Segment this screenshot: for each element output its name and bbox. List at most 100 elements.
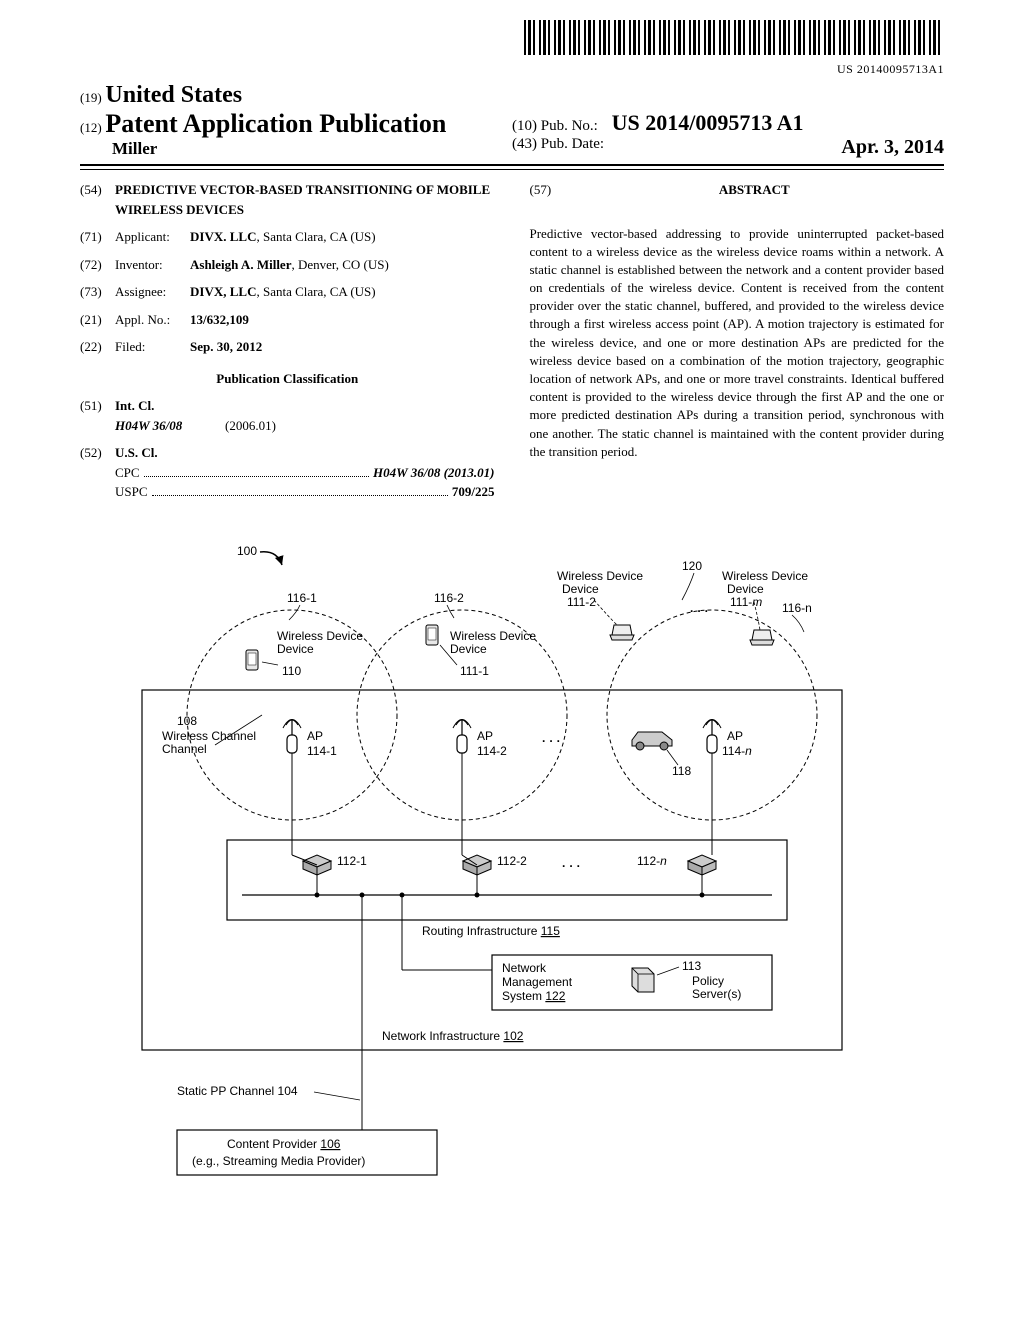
svg-text:108: 108 [177,714,197,728]
divider-thick [80,164,944,166]
svg-text:Device: Device [727,582,764,596]
assignee-value: DIVX, LLC [190,284,256,299]
biblio: (54) PREDICTIVE VECTOR-BASED TRANSITIONI… [80,180,944,510]
svg-text:Channel: Channel [162,742,207,756]
svg-text:Static PP Channel 104: Static PP Channel 104 [177,1084,298,1098]
svg-text:Routing Infrastructure 115: Routing Infrastructure 115 [422,924,560,938]
svg-text:(e.g., Streaming Media Provide: (e.g., Streaming Media Provider) [192,1154,365,1168]
svg-text:Policy: Policy [692,974,724,988]
svg-text:AP: AP [727,729,743,743]
intcl-class: H04W 36/08 [115,416,225,436]
applicant-label: Applicant: [115,227,190,247]
barcode-area: US 20140095713A1 [80,20,944,77]
svg-text:· · ·: · · · [690,604,709,618]
abstract-code: (57) [530,180,565,215]
intcl-edition: (2006.01) [225,416,276,436]
country-code: (19) [80,90,102,105]
svg-text:System 122: System 122 [502,989,566,1003]
inventor-label: Inventor: [115,255,190,275]
pubno-label: Pub. No.: [541,118,598,134]
svg-text:116-n: 116-n [782,601,812,615]
title-text: PREDICTIVE VECTOR-BASED TRANSITIONING OF… [115,180,495,219]
svg-text:Device: Device [277,642,314,656]
uspc-pre: USPC [115,482,148,502]
svg-text:112-n: 112-n [637,854,667,868]
cpc-pre: CPC [115,463,140,483]
svg-text:Wireless Channel: Wireless Channel [162,729,256,743]
assignee-loc: , Santa Clara, CA (US) [256,284,375,299]
svg-text:· · ·: · · · [562,859,581,873]
assignee-label: Assignee: [115,282,190,302]
barcode-number: US 20140095713A1 [80,62,944,77]
pubclass-heading: Publication Classification [80,369,495,389]
filed-code: (22) [80,337,115,357]
applno-value: 13/632,109 [190,312,249,327]
svg-text:116-2: 116-2 [434,591,464,605]
pubno-code: (10) [512,118,537,134]
pubdate-code: (43) [512,136,537,152]
svg-text:Content Provider 106: Content Provider 106 [227,1137,341,1151]
svg-text:Network Infrastructure 102: Network Infrastructure 102 [382,1029,524,1043]
cpc-post: H04W 36/08 (2013.01) [373,465,494,480]
applno-code: (21) [80,310,115,330]
pubdate: Apr. 3, 2014 [841,136,944,159]
assignee-code: (73) [80,282,115,302]
svg-text:114-1: 114-1 [307,744,337,758]
figure-svg: text { font-family: Arial, sans-serif; f… [80,540,944,1220]
pubdate-label: Pub. Date: [541,136,604,152]
svg-text:114-n: 114-n [722,744,752,758]
svg-text:111-2: 111-2 [567,595,596,609]
uspc-post: 709/225 [452,484,495,499]
applno-label: Appl. No.: [115,310,190,330]
svg-text:AP: AP [477,729,493,743]
svg-text:120: 120 [682,559,702,573]
svg-text:113: 113 [682,959,701,973]
svg-text:Wireless Device: Wireless Device [277,629,363,643]
svg-text:AP: AP [307,729,323,743]
pubtype: Patent Application Publication [105,109,446,138]
applicant-code: (71) [80,227,115,247]
svg-text:Device: Device [450,642,487,656]
uscl-label: U.S. Cl. [115,445,158,460]
header: (19) United States (12) Patent Applicati… [80,82,944,159]
abstract-heading: ABSTRACT [565,180,945,200]
svg-text:116-1: 116-1 [287,591,317,605]
svg-text:112-1: 112-1 [337,854,367,868]
dots [152,495,448,496]
svg-text:111-m: 111-m [730,595,762,609]
svg-text:Management: Management [502,975,573,989]
title-code: (54) [80,180,115,219]
svg-text:· · ·: · · · [542,734,561,748]
uscl-code: (52) [80,443,115,502]
svg-text:Wireless Device: Wireless Device [450,629,536,643]
pubno: US 2014/0095713 A1 [612,110,804,135]
inventor-code: (72) [80,255,115,275]
divider-thin [80,169,944,170]
svg-text:Server(s): Server(s) [692,987,741,1001]
inventor-loc: , Denver, CO (US) [291,257,388,272]
barcode-graphic [524,20,944,55]
fig-ref-100: 100 [237,544,257,558]
country: United States [105,82,242,108]
inventor-value: Ashleigh A. Miller [190,257,291,272]
svg-text:Device: Device [562,582,599,596]
svg-text:Network: Network [502,961,547,975]
intcl-code: (51) [80,396,115,435]
applicant-value: DIVX. LLC [190,229,256,244]
svg-text:Wireless Device: Wireless Device [722,569,808,583]
svg-text:118: 118 [672,764,691,778]
inventor-short: Miller [112,139,512,159]
svg-text:Wireless Device: Wireless Device [557,569,643,583]
svg-text:112-2: 112-2 [497,854,527,868]
applicant-loc: , Santa Clara, CA (US) [256,229,375,244]
svg-text:110: 110 [282,664,301,678]
svg-text:111-1: 111-1 [460,664,489,678]
filed-label: Filed: [115,337,190,357]
pubtype-code: (12) [80,120,102,135]
abstract-text: Predictive vector-based addressing to pr… [530,225,945,461]
dots [144,476,369,477]
figure: text { font-family: Arial, sans-serif; f… [80,540,944,1220]
svg-text:114-2: 114-2 [477,744,507,758]
filed-value: Sep. 30, 2012 [190,339,262,354]
intcl-label: Int. Cl. [115,398,154,413]
